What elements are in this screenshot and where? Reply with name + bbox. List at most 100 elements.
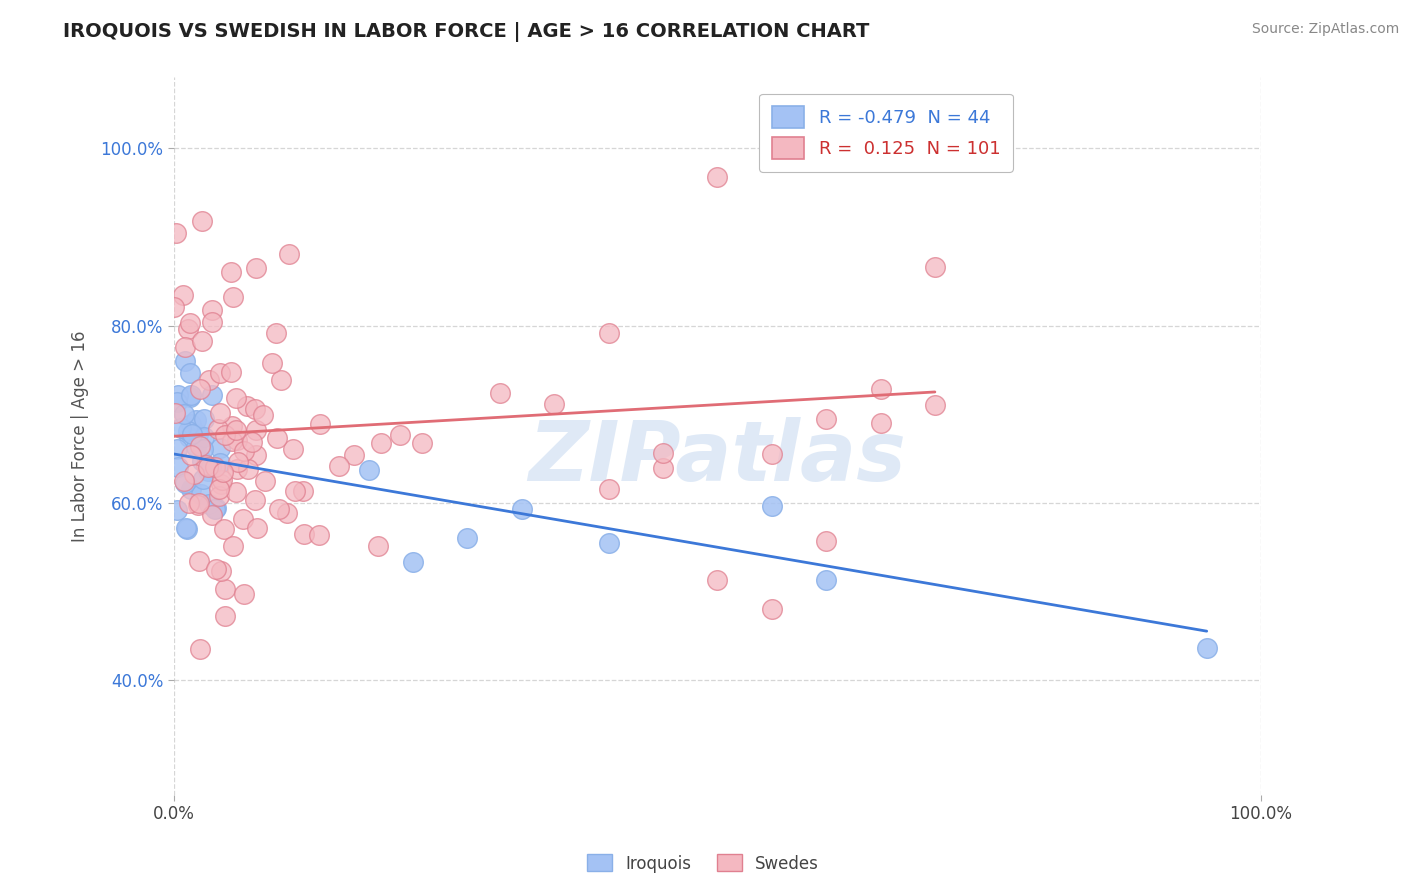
Point <box>212 522 235 536</box>
Point <box>225 423 247 437</box>
Point <box>266 431 288 445</box>
Point <box>201 508 224 523</box>
Point <box>188 642 211 657</box>
Point <box>761 601 783 615</box>
Point <box>652 446 675 460</box>
Point <box>924 260 946 275</box>
Point <box>191 442 214 457</box>
Point <box>172 288 194 302</box>
Point <box>191 454 214 468</box>
Point <box>240 435 263 450</box>
Point <box>207 422 229 436</box>
Point <box>180 417 202 431</box>
Point <box>243 401 266 416</box>
Point <box>761 447 783 461</box>
Point <box>284 483 307 498</box>
Point <box>292 484 315 499</box>
Point <box>190 486 212 500</box>
Point <box>245 260 267 275</box>
Point <box>197 464 219 478</box>
Point <box>193 411 215 425</box>
Point <box>191 472 214 486</box>
Point <box>165 406 187 420</box>
Point <box>283 442 305 456</box>
Point <box>510 502 533 516</box>
Point <box>222 290 245 304</box>
Point <box>815 412 838 426</box>
Point <box>225 392 247 406</box>
Point <box>221 418 243 433</box>
Point <box>204 460 226 475</box>
Point <box>187 554 209 568</box>
Point <box>815 533 838 548</box>
Point <box>367 539 389 553</box>
Point <box>252 408 274 422</box>
Point <box>246 520 269 534</box>
Point <box>1195 640 1218 655</box>
Point <box>198 497 221 511</box>
Point <box>187 496 209 510</box>
Point <box>187 427 209 442</box>
Point <box>342 448 364 462</box>
Point <box>309 417 332 432</box>
Point <box>598 482 620 496</box>
Point <box>204 562 226 576</box>
Point <box>200 459 222 474</box>
Point <box>165 226 187 240</box>
Point <box>598 535 620 549</box>
Point <box>269 502 291 516</box>
Point <box>166 442 188 456</box>
Point <box>207 489 229 503</box>
Legend: Iroquois, Swedes: Iroquois, Swedes <box>581 847 825 880</box>
Point <box>276 506 298 520</box>
Point <box>201 315 224 329</box>
Point <box>173 476 195 491</box>
Point <box>652 461 675 475</box>
Point <box>180 482 202 496</box>
Legend: R = -0.479  N = 44, R =  0.125  N = 101: R = -0.479 N = 44, R = 0.125 N = 101 <box>759 94 1012 172</box>
Point <box>193 430 215 444</box>
Point <box>243 493 266 508</box>
Point <box>174 340 197 354</box>
Point <box>180 448 202 462</box>
Point <box>191 334 214 348</box>
Point <box>180 427 202 442</box>
Point <box>209 406 232 420</box>
Point <box>411 435 433 450</box>
Point <box>179 429 201 443</box>
Y-axis label: In Labor Force | Age > 16: In Labor Force | Age > 16 <box>72 331 89 542</box>
Point <box>173 353 195 368</box>
Point <box>219 365 242 379</box>
Point <box>209 441 232 455</box>
Point <box>869 417 891 431</box>
Point <box>226 455 249 469</box>
Point <box>277 247 299 261</box>
Point <box>187 498 209 512</box>
Point <box>214 582 236 596</box>
Point <box>194 458 217 472</box>
Point <box>211 465 233 479</box>
Point <box>208 482 231 496</box>
Point <box>191 214 214 228</box>
Point <box>208 456 231 470</box>
Point <box>188 439 211 453</box>
Point <box>176 425 198 439</box>
Point <box>221 434 243 448</box>
Point <box>198 373 221 387</box>
Point <box>264 326 287 340</box>
Point <box>706 170 728 185</box>
Point <box>543 397 565 411</box>
Point <box>179 390 201 404</box>
Point <box>260 356 283 370</box>
Point <box>706 573 728 587</box>
Point <box>201 388 224 402</box>
Point <box>166 503 188 517</box>
Point <box>163 300 186 314</box>
Point <box>245 448 267 462</box>
Point <box>226 462 249 476</box>
Point <box>253 474 276 488</box>
Point <box>209 366 232 380</box>
Point <box>204 502 226 516</box>
Text: Source: ZipAtlas.com: Source: ZipAtlas.com <box>1251 22 1399 37</box>
Point <box>924 398 946 412</box>
